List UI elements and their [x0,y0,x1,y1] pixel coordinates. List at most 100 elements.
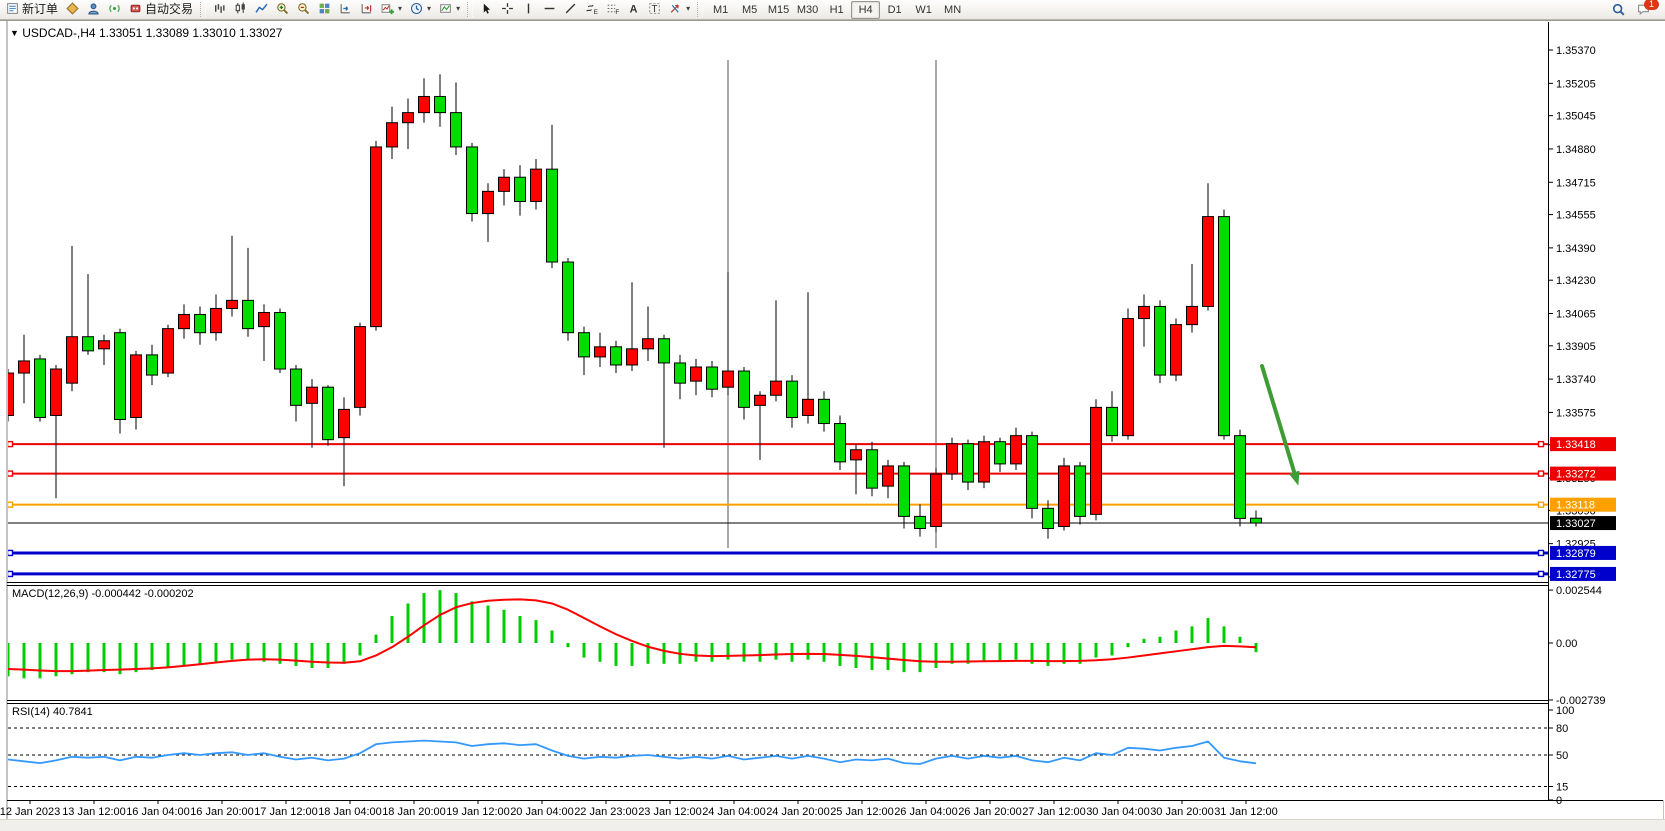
svg-text:30 Jan 20:00: 30 Jan 20:00 [1150,806,1214,818]
indicators-button[interactable]: ▾ [377,0,406,18]
timeframe-W1[interactable]: W1 [915,4,932,16]
market-watch-button[interactable] [83,0,104,18]
rsi-value: 40.7841 [52,706,93,718]
svg-text:100: 100 [1556,705,1574,717]
svg-text:1.33118: 1.33118 [1556,500,1595,512]
templates-icon [440,4,451,13]
templates-button[interactable]: ▾ [435,0,464,18]
macd-indicator-label: MACD(12,26,9) -0.000442 -0.000202 [12,588,194,600]
svg-text:30 Jan 04:00: 30 Jan 04:00 [1086,806,1150,818]
svg-text:20 Jan 04:00: 20 Jan 04:00 [510,806,574,818]
zoom-out-button[interactable] [293,0,314,18]
svg-text:24 Jan 20:00: 24 Jan 20:00 [766,806,830,818]
svg-text:F: F [615,9,619,15]
text-button[interactable]: A [623,0,644,18]
svg-text:1.34230: 1.34230 [1556,275,1596,287]
search-button[interactable] [1608,0,1629,19]
new-order-label: 新订单 [22,2,59,16]
svg-text:1.33575: 1.33575 [1556,407,1596,419]
candle-chart-button[interactable] [230,0,251,18]
signals-button[interactable] [104,0,125,18]
cursor-icon [483,3,491,14]
svg-text:16 Jan 04:00: 16 Jan 04:00 [126,806,190,818]
timeframe-M5[interactable]: M5 [741,4,758,16]
time-axis[interactable] [0,800,1548,820]
chevron-down-icon: ▾ [686,4,691,13]
text-label-icon: T [649,3,660,15]
svg-text:31 Jan 12:00: 31 Jan 12:00 [1214,806,1278,818]
fibonacci-icon: F [607,4,619,15]
search-icon [1612,3,1625,16]
svg-text:50: 50 [1556,750,1568,762]
svg-text:23 Jan 12:00: 23 Jan 12:00 [638,806,702,818]
rsi-name: RSI(14) [12,706,50,718]
svg-text:18 Jan 20:00: 18 Jan 20:00 [382,806,446,818]
chart-profile-button[interactable] [62,0,83,18]
window-bottom-edge [0,819,1665,831]
svg-text:1.35370: 1.35370 [1556,45,1596,57]
svg-text:24 Jan 04:00: 24 Jan 04:00 [702,806,766,818]
toolbar-grip [200,2,207,17]
svg-text:26 Jan 04:00: 26 Jan 04:00 [894,806,958,818]
svg-text:1.35045: 1.35045 [1556,111,1596,123]
periods-button[interactable]: ▾ [406,0,435,18]
vertical-line-button[interactable] [518,0,539,18]
crosshair-button[interactable] [497,0,518,18]
chart-header[interactable]: ▼ USDCAD-,H4 1.33051 1.33089 1.33010 1.3… [10,26,282,40]
autotrade-label: 自动交易 [145,2,194,16]
svg-text:1.33740: 1.33740 [1556,374,1596,386]
bar-chart-icon [215,4,225,13]
svg-text:80: 80 [1556,723,1568,735]
trend-line-button[interactable] [560,0,581,18]
svg-text:0.00: 0.00 [1556,638,1577,650]
chevron-down-icon: ▾ [456,4,461,13]
notifications-button[interactable]: 1 [1633,0,1659,19]
toolbar-grip [697,2,704,17]
timeframe-M15[interactable]: M15 [767,4,790,16]
bar-chart-button[interactable] [209,0,230,18]
autotrade-button[interactable]: 自动交易 [125,0,197,18]
line-chart-button[interactable] [251,0,272,18]
periods-icon [411,2,423,15]
rsi-indicator-label: RSI(14) 40.7841 [12,706,93,718]
chart-profile-icon [66,2,79,15]
svg-text:18 Jan 04:00: 18 Jan 04:00 [318,806,382,818]
svg-text:E: E [594,9,598,15]
chevron-down-icon[interactable]: ▼ [10,28,19,38]
price-axis[interactable] [1548,20,1665,800]
new-order-button[interactable]: 新订单 [2,0,62,18]
chart-symbol-period: USDCAD-,H4 [22,26,96,40]
timeframe-H4[interactable]: H4 [851,1,881,19]
timeframe-M30[interactable]: M30 [796,4,819,16]
chart-ohlc-values: 1.33051 1.33089 1.33010 1.33027 [98,26,283,40]
cursor-button[interactable] [476,0,497,18]
chart-shift-button[interactable] [356,0,377,18]
autotrade-icon [130,4,141,13]
horizontal-line-button[interactable] [539,0,560,18]
text-label-button[interactable]: T [644,0,665,18]
zoom-in-button[interactable] [272,0,293,18]
notification-badge: 1 [1644,0,1659,10]
auto-scroll-button[interactable] [335,0,356,18]
svg-text:26 Jan 20:00: 26 Jan 20:00 [958,806,1022,818]
timeframe-H1[interactable]: H1 [829,4,844,16]
svg-text:19 Jan 12:00: 19 Jan 12:00 [446,806,510,818]
svg-text:1.35205: 1.35205 [1556,78,1596,90]
equidistant-channel-button[interactable]: E [581,0,602,18]
svg-text:T: T [652,4,658,15]
timeframe-D1[interactable]: D1 [887,4,902,16]
svg-text:16 Jan 20:00: 16 Jan 20:00 [190,806,254,818]
arrows-button[interactable]: ▾ [665,0,694,18]
timeframe-M1[interactable]: M1 [712,4,729,16]
tile-windows-icon [319,3,330,14]
fibonacci-button[interactable]: F [602,0,623,18]
tile-windows-button[interactable] [314,0,335,18]
candle-chart-icon [235,2,245,14]
macd-values: -0.000442 -0.000202 [91,588,194,600]
auto-scroll-icon [340,4,350,14]
zoom-out-icon [298,3,310,15]
new-order-icon [7,3,18,14]
line-chart-icon [255,3,268,13]
svg-text:15: 15 [1556,782,1568,794]
timeframe-MN[interactable]: MN [944,4,962,16]
